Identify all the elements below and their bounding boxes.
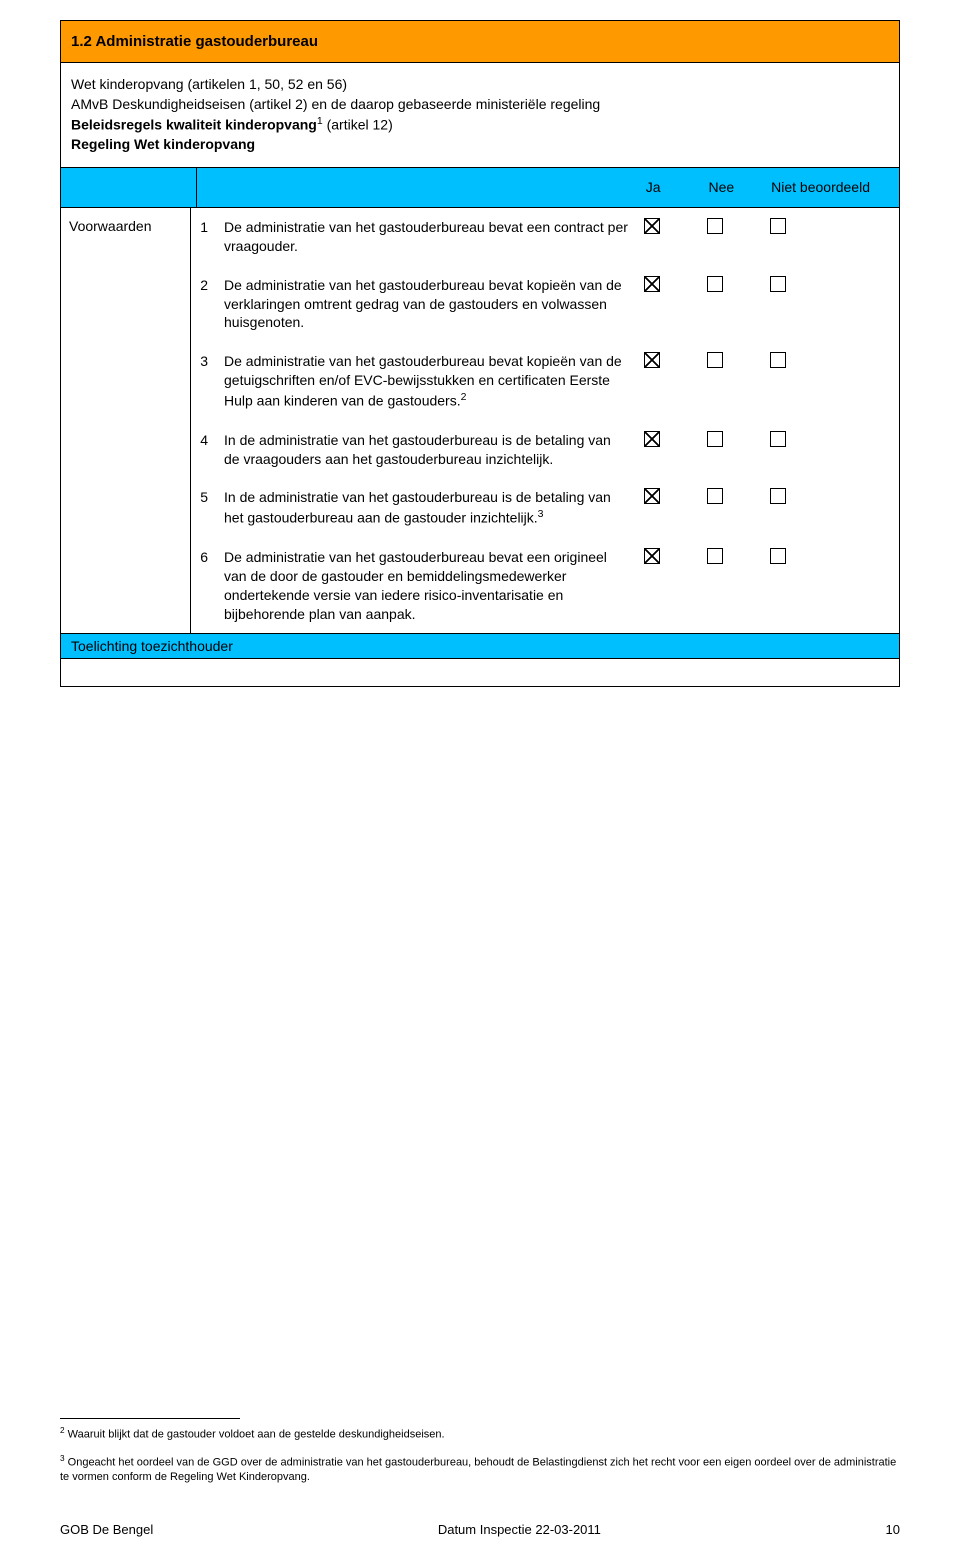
checkbox-niet[interactable] [770, 352, 786, 368]
criteria-inner-table: 1De administratie van het gastouderburea… [191, 208, 899, 634]
footnote-3: 3 Ongeacht het oordeel van de GGD over d… [60, 1453, 900, 1485]
criterion-number: 4 [191, 421, 216, 479]
checkbox-ja[interactable] [644, 218, 660, 234]
intro-line-1: Wet kinderopvang (artikelen 1, 50, 52 en… [71, 75, 889, 95]
intro-line-2: AMvB Deskundigheidseisen (artikel 2) en … [71, 95, 889, 115]
footnote-3-text: Ongeacht het oordeel van de GGD over de … [60, 1456, 896, 1483]
criterion-number: 2 [191, 266, 216, 343]
checkbox-cell-nee [699, 421, 762, 479]
criterion-text: De administratie van het gastouderbureau… [216, 342, 636, 420]
checkbox-niet[interactable] [770, 276, 786, 292]
checkbox-cell-nee [699, 538, 762, 634]
checkbox-niet[interactable] [770, 488, 786, 504]
checkbox-nee[interactable] [707, 548, 723, 564]
section-title: 1.2 Administratie gastouderbureau [71, 33, 318, 50]
toelichting-label: Toelichting toezichthouder [61, 634, 900, 659]
criteria-row: Voorwaarden 1De administratie van het ga… [61, 207, 900, 634]
footnote-rule [60, 1418, 240, 1419]
criterion-text: De administratie van het gastouderbureau… [216, 208, 636, 266]
checkbox-nee[interactable] [707, 488, 723, 504]
criterion-row: 4In de administratie van het gastouderbu… [191, 421, 899, 479]
checkbox-niet[interactable] [770, 431, 786, 447]
footer-center: Datum Inspectie 22-03-2011 [438, 1522, 601, 1537]
checkbox-nee[interactable] [707, 276, 723, 292]
intro-cell: Wet kinderopvang (artikelen 1, 50, 52 en… [61, 63, 900, 168]
checkbox-niet[interactable] [770, 548, 786, 564]
toelichting-blank [61, 659, 900, 687]
criterion-number: 3 [191, 342, 216, 420]
col-nee: Nee [700, 168, 763, 207]
footnotes: 2 Waaruit blijkt dat de gastouder voldoe… [60, 1418, 900, 1495]
criterion-row: 5In de administratie van het gastouderbu… [191, 478, 899, 537]
criterion-number: 1 [191, 208, 216, 266]
criterion-text: De administratie van het gastouderbureau… [216, 538, 636, 634]
col-header-inner: Ja Nee Niet beoordeeld [61, 168, 899, 207]
section-title-cell: 1.2 Administratie gastouderbureau [61, 21, 900, 63]
checkbox-cell-niet [762, 538, 899, 634]
page-footer: GOB De Bengel Datum Inspectie 22-03-2011… [60, 1522, 900, 1537]
criterion-row: 6De administratie van het gastouderburea… [191, 538, 899, 634]
checkbox-cell-ja [636, 538, 699, 634]
footnote-2: 2 Waaruit blijkt dat de gastouder voldoe… [60, 1425, 900, 1443]
checkbox-ja[interactable] [644, 276, 660, 292]
footnote-2-text: Waaruit blijkt dat de gastouder voldoet … [65, 1429, 445, 1441]
col-niet: Niet beoordeeld [763, 168, 899, 207]
criterion-text: De administratie van het gastouderbureau… [216, 266, 636, 343]
checkbox-ja[interactable] [644, 431, 660, 447]
criterion-number: 5 [191, 478, 216, 537]
criteria-block: 1De administratie van het gastouderburea… [191, 207, 900, 634]
criterion-row: 3De administratie van het gastouderburea… [191, 342, 899, 420]
footer-right: 10 [886, 1522, 900, 1537]
checkbox-cell-niet [762, 421, 899, 479]
checkbox-cell-ja [636, 208, 699, 266]
checkbox-ja[interactable] [644, 548, 660, 564]
checkbox-cell-niet [762, 208, 899, 266]
checkbox-cell-niet [762, 478, 899, 537]
intro-line-3: Beleidsregels kwaliteit kinderopvang1 (a… [71, 114, 889, 135]
checkbox-cell-ja [636, 478, 699, 537]
criterion-sup: 3 [538, 508, 544, 520]
criterion-text: In de administratie van het gastouderbur… [216, 421, 636, 479]
checkbox-cell-nee [699, 266, 762, 343]
toelichting-row: Toelichting toezichthouder [61, 634, 900, 659]
criterion-sup: 2 [461, 391, 467, 403]
checkbox-cell-ja [636, 342, 699, 420]
checkbox-nee[interactable] [707, 218, 723, 234]
column-headers-row: Ja Nee Niet beoordeeld [61, 168, 900, 208]
criterion-row: 1De administratie van het gastouderburea… [191, 208, 899, 266]
intro-line-3-rest: (artikel 12) [323, 117, 393, 133]
col-ja: Ja [638, 168, 701, 207]
intro-line-3-bold: Beleidsregels kwaliteit kinderopvang [71, 117, 317, 133]
checkbox-cell-ja [636, 266, 699, 343]
checkbox-cell-niet [762, 342, 899, 420]
checkbox-cell-nee [699, 342, 762, 420]
checkbox-cell-niet [762, 266, 899, 343]
checkbox-nee[interactable] [707, 352, 723, 368]
footer-left: GOB De Bengel [60, 1522, 153, 1537]
criterion-row: 2De administratie van het gastouderburea… [191, 266, 899, 343]
checkbox-niet[interactable] [770, 218, 786, 234]
checkbox-cell-ja [636, 421, 699, 479]
intro-line-4: Regeling Wet kinderopvang [71, 135, 889, 155]
criterion-number: 6 [191, 538, 216, 634]
checkbox-cell-nee [699, 478, 762, 537]
checkbox-nee[interactable] [707, 431, 723, 447]
section-table: 1.2 Administratie gastouderbureau Wet ki… [60, 20, 900, 687]
checkbox-ja[interactable] [644, 488, 660, 504]
checkbox-cell-nee [699, 208, 762, 266]
voorwaarden-label: Voorwaarden [61, 207, 191, 634]
checkbox-ja[interactable] [644, 352, 660, 368]
criterion-text: In de administratie van het gastouderbur… [216, 478, 636, 537]
